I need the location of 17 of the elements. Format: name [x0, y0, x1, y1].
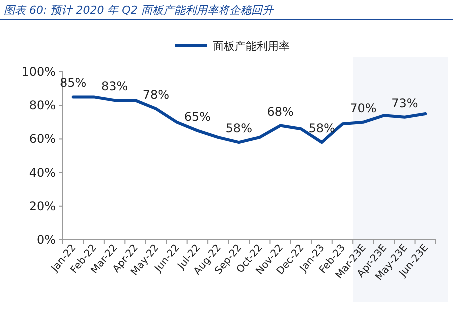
data-label: 58% [308, 122, 336, 136]
data-label: 58% [226, 122, 252, 136]
data-label: 65% [184, 110, 212, 124]
data-label: 70% [350, 101, 377, 116]
y-tick-label: 0% [36, 233, 56, 247]
y-tick-label: 80% [29, 98, 56, 113]
data-label: 85% [60, 76, 87, 90]
legend-label: 面板产能利用率 [213, 40, 290, 53]
y-tick-label: 20% [29, 199, 56, 214]
chart-title: 图表 60: 预计 2020 年 Q2 面板产能利用率将企稳回升 [4, 4, 274, 17]
data-label: 73% [392, 96, 418, 110]
y-tick-label: 60% [29, 132, 56, 146]
y-tick-label: 100% [22, 65, 56, 79]
data-label: 78% [142, 88, 170, 102]
data-label: 68% [267, 104, 294, 119]
y-tick-label: 40% [29, 166, 56, 180]
data-label: 83% [101, 80, 128, 94]
